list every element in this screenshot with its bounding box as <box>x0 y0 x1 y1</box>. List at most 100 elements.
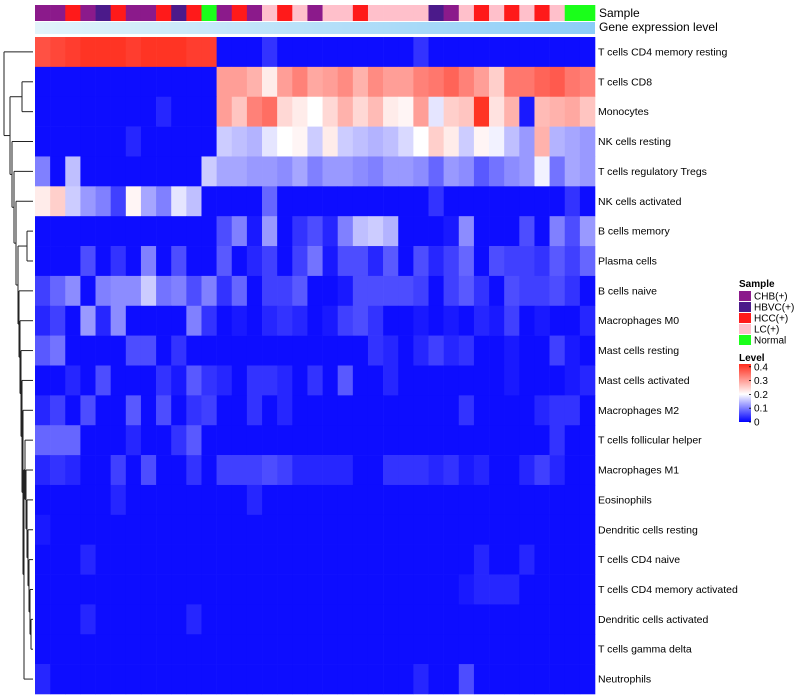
sample-annotation-cell <box>549 5 566 21</box>
heatmap-cell <box>277 305 293 336</box>
heatmap-cell <box>383 305 399 336</box>
heatmap-cell <box>307 246 323 277</box>
heatmap-cell <box>413 275 429 307</box>
heatmap-cell <box>443 604 460 635</box>
heatmap-cell <box>231 395 248 426</box>
heatmap-cell <box>186 246 202 277</box>
heatmap-cell <box>458 275 475 307</box>
heatmap-cell <box>564 216 581 247</box>
heatmap-cell <box>504 37 520 68</box>
heatmap-cell <box>352 425 369 456</box>
heatmap-cell <box>458 66 475 98</box>
heatmap-cell <box>473 335 490 366</box>
heatmap-cell <box>473 275 490 307</box>
heatmap-cell <box>473 395 490 426</box>
heatmap-cell <box>549 604 566 635</box>
heatmap-cell <box>443 66 460 98</box>
heatmap-cell <box>322 66 339 98</box>
heatmap-cell <box>50 634 66 665</box>
heatmap-cell <box>519 275 535 307</box>
legend-entry-label: HCC(+) <box>754 314 788 325</box>
heatmap-cell <box>80 365 96 396</box>
heatmap-cell <box>95 37 111 68</box>
heatmap-cell <box>383 66 399 98</box>
heatmap-cell <box>262 37 278 68</box>
heatmap-cell <box>277 395 293 426</box>
heatmap-cell <box>125 484 142 516</box>
heatmap-cell <box>473 66 490 98</box>
heatmap-cell <box>549 126 566 157</box>
heatmap-cell <box>307 395 323 426</box>
heatmap-cell <box>95 395 111 426</box>
heatmap-cell <box>398 484 414 516</box>
heatmap-cell <box>156 634 172 665</box>
heatmap-cell <box>564 66 581 98</box>
heatmap-cell <box>246 246 263 277</box>
heatmap-cell <box>352 664 369 695</box>
heatmap-cell <box>322 395 339 426</box>
heatmap-cell <box>307 484 323 516</box>
heatmap-cell <box>140 126 157 157</box>
heatmap-cell <box>156 305 172 336</box>
heatmap-cell <box>231 275 248 307</box>
heatmap-cell <box>458 96 475 127</box>
heatmap-cell <box>489 66 505 98</box>
heatmap-cell <box>458 186 475 217</box>
heatmap-cell <box>156 186 172 217</box>
heatmap-cell <box>534 275 550 307</box>
heatmap-cell <box>95 126 111 157</box>
heatmap-cell <box>579 484 596 516</box>
heatmap-cell <box>519 395 535 426</box>
heatmap-cell <box>50 156 66 187</box>
heatmap-cell <box>95 66 111 98</box>
heatmap-cell <box>519 604 535 635</box>
row-labels: T cells CD4 memory resting T cells CD8 Mon… <box>598 46 738 685</box>
heatmap-cell <box>277 634 293 665</box>
heatmap-cell <box>398 395 414 426</box>
heatmap-cell <box>534 634 550 665</box>
heatmap-cell <box>352 186 369 217</box>
heatmap-cell <box>534 514 550 545</box>
heatmap-cell <box>231 186 248 217</box>
heatmap-cell <box>171 96 187 127</box>
heatmap-cell <box>519 514 535 545</box>
heatmap-cell <box>458 484 475 516</box>
heatmap-cell <box>489 216 505 247</box>
heatmap-cell <box>322 664 339 695</box>
heatmap-cell <box>246 305 263 336</box>
heatmap-cell <box>50 305 66 336</box>
heatmap-cell <box>549 275 566 307</box>
heatmap-cell <box>383 246 399 277</box>
heatmap-cell <box>443 156 460 187</box>
heatmap-cell <box>428 634 444 665</box>
heatmap-cell <box>367 335 384 366</box>
heatmap-cell <box>231 484 248 516</box>
heatmap-cell <box>156 96 172 127</box>
heatmap-cell <box>171 574 187 605</box>
heatmap-cell <box>398 604 414 635</box>
heatmap-cell <box>383 664 399 695</box>
heatmap-cell <box>489 544 505 575</box>
heatmap-cell <box>352 365 369 396</box>
heatmap-cell <box>398 126 414 157</box>
sample-annotation-cell <box>473 5 490 21</box>
heatmap-cell <box>292 96 308 127</box>
heatmap-cell <box>216 544 233 575</box>
heatmap-cell <box>519 66 535 98</box>
heatmap-cell <box>413 634 429 665</box>
heatmap-cell <box>140 335 157 366</box>
heatmap-cell <box>337 425 354 456</box>
heatmap-cell <box>292 275 308 307</box>
row-label: T cells gamma delta <box>598 644 692 656</box>
heatmap-cell <box>50 37 66 68</box>
heatmap-cell <box>473 37 490 68</box>
heatmap-cell <box>262 574 278 605</box>
heatmap-cell <box>322 37 339 68</box>
heatmap-cell <box>140 544 157 575</box>
heatmap-cell <box>443 37 460 68</box>
heatmap-cell <box>504 484 520 516</box>
heatmap-cell <box>125 425 142 456</box>
heatmap-cell <box>579 275 596 307</box>
legend-entry-label: Normal <box>754 336 786 347</box>
heatmap-cell <box>458 395 475 426</box>
